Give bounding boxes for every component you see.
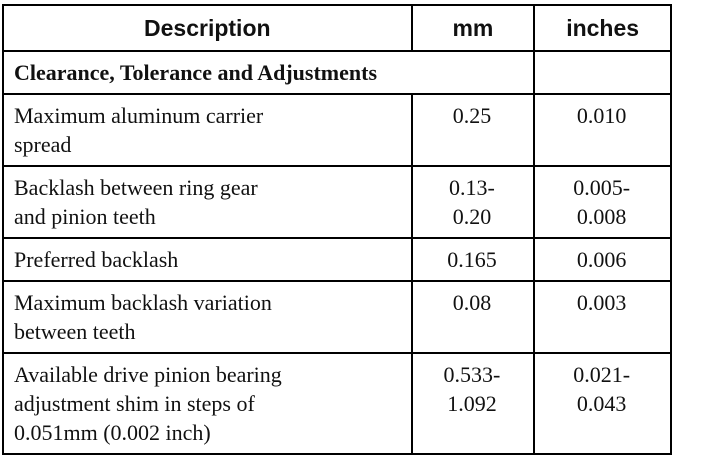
empty-cell <box>533 50 672 95</box>
description-cell: Preferred backlash <box>2 237 413 282</box>
data-row: Maximum aluminum carrier spread 0.25 0.010 <box>2 93 672 167</box>
value-cell: 0.165 <box>410 237 536 282</box>
description-cell: Available drive pinion bearing adjustmen… <box>2 352 413 455</box>
header-cell: inches <box>533 4 672 52</box>
value-cell: 0.005- 0.008 <box>533 165 672 239</box>
header-row: Description mm inches <box>2 4 672 52</box>
table-body: Description mm inches Clearance, Toleran… <box>1 4 672 455</box>
value-cell: 0.533- 1.092 <box>410 352 536 455</box>
data-row: Maximum backlash variation between teeth… <box>2 280 672 354</box>
value-cell: 0.08 <box>410 280 536 354</box>
header-cell: mm <box>410 4 536 52</box>
description-cell: Backlash between ring gear and pinion te… <box>2 165 413 239</box>
value-cell: 0.010 <box>533 93 672 167</box>
value-cell: 0.25 <box>410 93 536 167</box>
header-cell: Description <box>2 4 413 52</box>
data-row: Preferred backlash 0.165 0.006 <box>2 237 672 282</box>
value-cell: 0.13- 0.20 <box>410 165 536 239</box>
data-row: Available drive pinion bearing adjustmen… <box>2 352 672 455</box>
section-row: Clearance, Tolerance and Adjustments <box>1 50 672 95</box>
value-cell: 0.003 <box>533 280 672 354</box>
value-cell: 0.006 <box>533 237 672 282</box>
description-cell: Maximum backlash variation between teeth <box>2 280 413 354</box>
value-cell: 0.021- 0.043 <box>533 352 672 455</box>
description-cell: Maximum aluminum carrier spread <box>2 93 413 167</box>
spec-table: Description mm inches Clearance, Toleran… <box>1 4 672 455</box>
section-title: Clearance, Tolerance and Adjustments <box>1 50 536 95</box>
data-row: Backlash between ring gear and pinion te… <box>2 165 672 239</box>
